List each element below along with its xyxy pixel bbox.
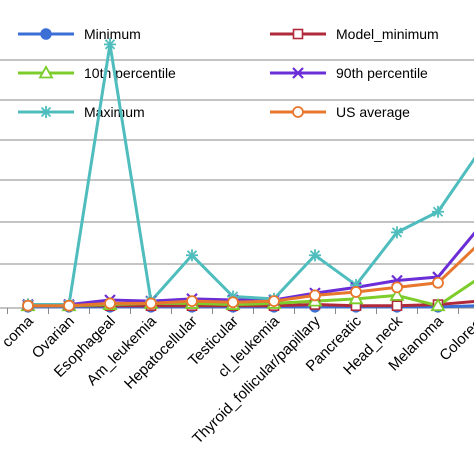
data-point xyxy=(391,300,403,312)
legend-item: 10th percentile xyxy=(18,65,176,81)
legend-label: US average xyxy=(336,104,410,120)
legend-marker xyxy=(292,67,304,79)
data-point xyxy=(268,295,280,308)
x-axis-tick-labels: comaOvarianEsophagealAm_leukemiaHepatoce… xyxy=(0,312,474,447)
data-point xyxy=(104,38,116,51)
legend-label: 90th percentile xyxy=(336,65,428,81)
legend-item: US average xyxy=(270,104,410,120)
legend-label: Maximum xyxy=(84,104,145,120)
data-point xyxy=(309,289,321,302)
data-point xyxy=(186,295,198,308)
x-tick-label: coma xyxy=(0,312,37,350)
legend-item: 90th percentile xyxy=(270,65,428,81)
legend-label: Minimum xyxy=(84,26,141,42)
legend-marker xyxy=(40,106,52,118)
legend-item: Maximum xyxy=(18,104,145,120)
legend-label: Model_minimum xyxy=(336,26,439,42)
data-point xyxy=(22,299,34,312)
data-point xyxy=(227,296,239,309)
data-point xyxy=(350,286,362,298)
chart-grid xyxy=(0,59,474,314)
series-line xyxy=(28,42,474,307)
series-line xyxy=(28,246,474,308)
data-point xyxy=(389,287,405,301)
chart-series-markers xyxy=(20,38,446,313)
data-point xyxy=(430,297,446,312)
legend-label: 10th percentile xyxy=(84,65,176,81)
legend-marker xyxy=(40,28,52,40)
legend-item: Minimum xyxy=(18,26,141,42)
data-point xyxy=(348,291,364,305)
data-point xyxy=(391,226,403,239)
data-point xyxy=(104,297,116,310)
series-line xyxy=(28,231,474,307)
legend-marker xyxy=(38,65,54,79)
data-point xyxy=(309,249,321,262)
data-point xyxy=(145,297,157,310)
legend-item: Model_minimum xyxy=(270,26,439,42)
chart-series-lines xyxy=(28,42,474,309)
data-point xyxy=(432,276,444,289)
data-point xyxy=(186,249,198,262)
legend-marker xyxy=(292,106,304,118)
data-point xyxy=(432,205,444,218)
data-point xyxy=(63,299,75,312)
chart-legend: Minimum Model_minimum 10th percentile 90th … xyxy=(18,26,439,120)
legend-marker xyxy=(292,28,304,40)
data-point xyxy=(391,281,403,294)
